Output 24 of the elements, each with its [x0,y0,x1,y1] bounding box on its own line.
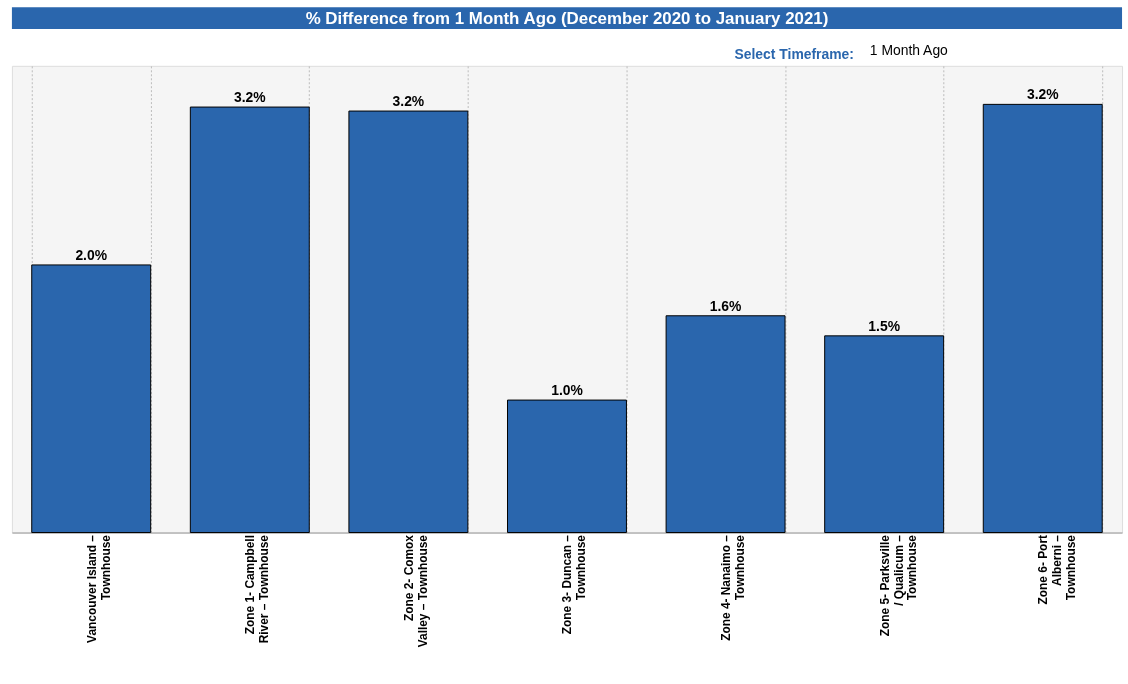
bar [31,264,152,534]
data-label: 3.2% [1026,86,1059,103]
x-tick-label: Zone 1- Campbell River – Townhouse [243,534,272,644]
text: Select Timeframe: [734,45,854,62]
bar [982,103,1103,534]
bar [348,110,469,534]
bar [507,399,627,534]
x-tick-label: Vancouver Island – Townhouse [84,534,113,643]
bar [189,106,310,534]
data-label: 1.5% [868,317,900,334]
data-label: 1.0% [551,382,583,399]
data-label: 1.6% [709,297,742,314]
text: 1 Month Ago [869,41,949,58]
data-label: 3.2% [392,93,425,110]
bar [824,335,945,534]
x-tick-label: Zone 2- Comox Valley – Townhouse [401,534,430,648]
x-tick-label: Zone 4- Nanaimo – Townhouse [719,534,747,641]
x-tick-label: Zone 6- Port Alberni – Townhouse [1036,534,1079,605]
data-label: 3.2% [233,89,266,106]
chart-title: % Difference from 1 Month Ago (December 2020 to January 2021) [305,9,829,29]
data-label: 2.0% [75,246,108,263]
x-tick-label: Zone 5- Parksville / Qualicum – Townhouse [877,534,920,637]
bar [665,315,786,534]
x-tick-label: Zone 3- Duncan – Townhouse [560,534,589,635]
